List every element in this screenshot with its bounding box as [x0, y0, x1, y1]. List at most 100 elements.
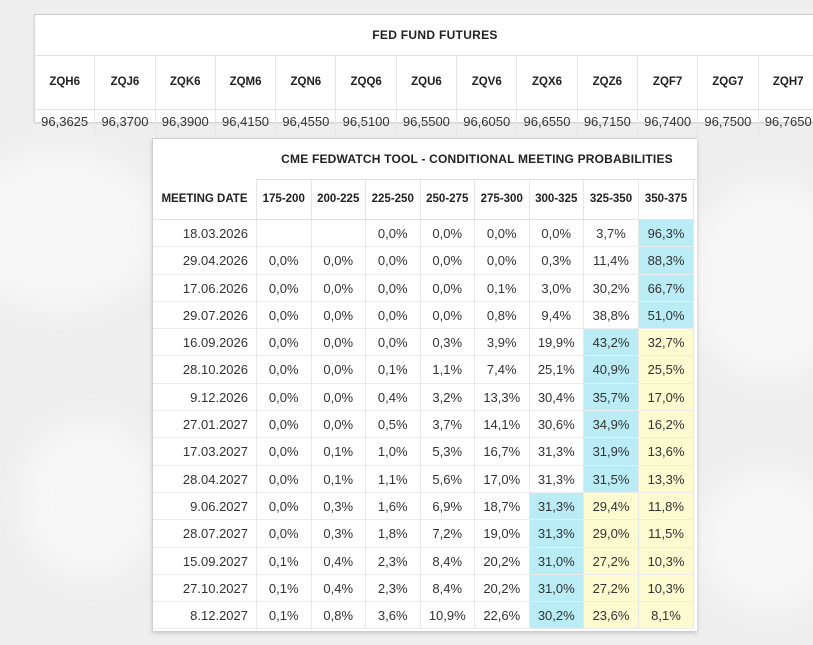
- probability-cell: 5,6%: [421, 465, 475, 492]
- table-row: 28.07.2027 0,0% 0,3% 1,8% 7,2% 19,0% 31,3% 29,0…: [153, 520, 694, 548]
- probability-cell: 27,2%: [584, 574, 639, 602]
- futures-contract-code: ZQH7: [759, 56, 813, 109]
- futures-contract-price: 96,7650: [759, 109, 813, 137]
- futures-contract-code: ZQH6: [35, 56, 96, 109]
- probability-cell: 0,0%: [257, 301, 312, 329]
- meeting-date-cell: 28.07.2027: [153, 520, 257, 547]
- probability-cell: 0,0%: [475, 247, 530, 274]
- probability-cell: 19,0%: [475, 520, 530, 547]
- probability-cell: 0,0%: [312, 247, 366, 274]
- meeting-date-cell: 15.09.2027: [153, 547, 257, 574]
- table-row: 29.07.2026 0,0% 0,0% 0,0% 0,0% 0,8% 9,4% 38,8% 5…: [153, 301, 694, 330]
- probability-cell: 16,7%: [475, 438, 530, 465]
- probability-cell: 0,0%: [257, 383, 312, 411]
- probability-cell: 3,6%: [366, 602, 421, 629]
- table-row: 17.06.2026 0,0% 0,0% 0,0% 0,0% 0,1% 3,0% 30,2% 6…: [153, 274, 694, 302]
- probability-cell: 88,3%: [639, 247, 694, 274]
- probability-cell: 31,5%: [584, 465, 639, 492]
- rate-range-header: 325-350: [584, 179, 639, 219]
- futures-contract-price: 96,5100: [336, 109, 397, 137]
- probability-cell: 0,0%: [257, 492, 312, 520]
- probability-cell: 14,1%: [475, 411, 530, 438]
- futures-contract-code: ZQJ6: [95, 56, 156, 109]
- probability-cell: 0,1%: [257, 574, 312, 602]
- probability-cell: 9,4%: [530, 301, 584, 329]
- meeting-date-cell: 8.12.2027: [153, 602, 257, 629]
- probability-cell: 31,0%: [529, 574, 584, 602]
- probability-cell: 0,0%: [366, 274, 421, 301]
- probability-cell: 0,0%: [421, 301, 475, 329]
- probability-cell: 31,3%: [530, 465, 584, 492]
- probability-cell: 0,0%: [421, 247, 475, 274]
- probability-cell: 0,0%: [257, 465, 312, 492]
- meeting-date-cell: 29.07.2026: [153, 301, 257, 329]
- probability-cell: 0,0%: [312, 301, 366, 329]
- table-row: 9.12.2026 0,0% 0,0% 0,4% 3,2% 13,3% 30,4% 35,7%…: [153, 383, 694, 412]
- probability-cell: 10,3%: [639, 547, 694, 574]
- probability-cell: 29,0%: [584, 520, 639, 547]
- fedwatch-body: 18.03.2026 0,0% 0,0% 0,0% 0,0% 3,7% 96,3% 29.04…: [153, 220, 694, 630]
- meeting-date-cell: 27.01.2027: [153, 411, 257, 438]
- fedwatch-title: CME FEDWATCH TOOL - CONDITIONAL MEETING …: [257, 139, 697, 180]
- probability-cell: 7,2%: [421, 520, 475, 547]
- futures-contract-code: ZQG7: [698, 56, 759, 109]
- probability-cell: 20,2%: [475, 574, 530, 602]
- probability-cell: 3,9%: [475, 329, 530, 356]
- probability-cell: 43,2%: [584, 329, 639, 356]
- futures-contract-price: 96,5500: [397, 109, 458, 137]
- probability-cell: 22,6%: [475, 602, 530, 629]
- probability-cell: 3,0%: [530, 274, 584, 301]
- probability-cell: 5,3%: [421, 438, 475, 465]
- futures-contract-price: 96,3700: [95, 109, 156, 137]
- probability-cell: 25,1%: [530, 356, 584, 383]
- rate-range-header: 200-225: [312, 179, 366, 219]
- probability-cell: 1,0%: [366, 438, 421, 465]
- rate-range-header: 300-325: [530, 179, 584, 219]
- probability-cell: 35,7%: [584, 383, 639, 411]
- meeting-date-cell: 16.09.2026: [153, 329, 257, 356]
- probability-cell: 17,0%: [475, 465, 530, 492]
- probability-cell: 0,8%: [475, 301, 530, 329]
- probability-cell: 8,4%: [421, 574, 475, 602]
- probability-cell: 0,0%: [312, 383, 366, 411]
- probability-cell: 18,7%: [475, 492, 530, 520]
- fed-fund-futures-table: FED FUND FUTURES ZQH6 ZQJ6 ZQK6 ZQM6 ZQN6 ZQQ…: [34, 14, 813, 137]
- probability-cell: 34,9%: [584, 411, 639, 438]
- probability-cell: 30,2%: [529, 602, 584, 629]
- probability-cell: 6,9%: [421, 492, 475, 520]
- futures-contract-price: 96,7150: [578, 109, 638, 137]
- probability-cell: 0,0%: [312, 356, 366, 383]
- probability-cell: 0,1%: [257, 547, 312, 574]
- meeting-date-cell: 27.10.2027: [153, 574, 257, 602]
- futures-contract-code: ZQX6: [517, 56, 578, 109]
- probability-cell: 23,6%: [584, 602, 639, 629]
- meeting-date-header: MEETING DATE: [153, 179, 257, 219]
- table-row: 9.06.2027 0,0% 0,3% 1,6% 6,9% 18,7% 31,3% 29,4%…: [153, 492, 694, 521]
- futures-contract-price: 96,4150: [216, 109, 277, 137]
- probability-cell: 0,0%: [312, 329, 366, 356]
- futures-contract-code: ZQN6: [276, 56, 337, 109]
- probability-cell: 0,0%: [257, 274, 312, 301]
- probability-cell: 0,0%: [530, 220, 584, 247]
- meeting-date-cell: 17.03.2027: [153, 438, 257, 465]
- probability-cell: 0,4%: [312, 547, 366, 574]
- probability-cell: 31,0%: [529, 547, 584, 574]
- probability-cell: 0,4%: [366, 383, 421, 411]
- futures-codes-row: ZQH6 ZQJ6 ZQK6 ZQM6 ZQN6 ZQQ6 ZQU6 ZQV6 ZQX6 ZQZ6…: [35, 55, 813, 110]
- probability-cell: 0,3%: [421, 329, 475, 356]
- probability-cell: 25,5%: [639, 356, 694, 383]
- rate-range-header: 225-250: [366, 179, 421, 219]
- probability-cell: 0,0%: [475, 220, 530, 247]
- probability-cell: 29,4%: [584, 492, 639, 520]
- table-row: 29.04.2026 0,0% 0,0% 0,0% 0,0% 0,0% 0,3% 11,4% 8…: [153, 247, 694, 275]
- probability-cell: 0,1%: [366, 356, 421, 383]
- probability-cell: 3,2%: [421, 383, 475, 411]
- probability-cell: 30,4%: [530, 383, 584, 411]
- futures-contract-price: 96,6550: [517, 109, 578, 137]
- probability-cell: 0,0%: [366, 220, 421, 247]
- probability-cell: 8,1%: [639, 602, 694, 629]
- fedwatch-table: CME FEDWATCH TOOL - CONDITIONAL MEETING …: [152, 138, 697, 631]
- probability-cell: 0,5%: [366, 411, 421, 438]
- probability-cell: 31,3%: [529, 520, 584, 547]
- probability-cell: 96,3%: [639, 220, 694, 247]
